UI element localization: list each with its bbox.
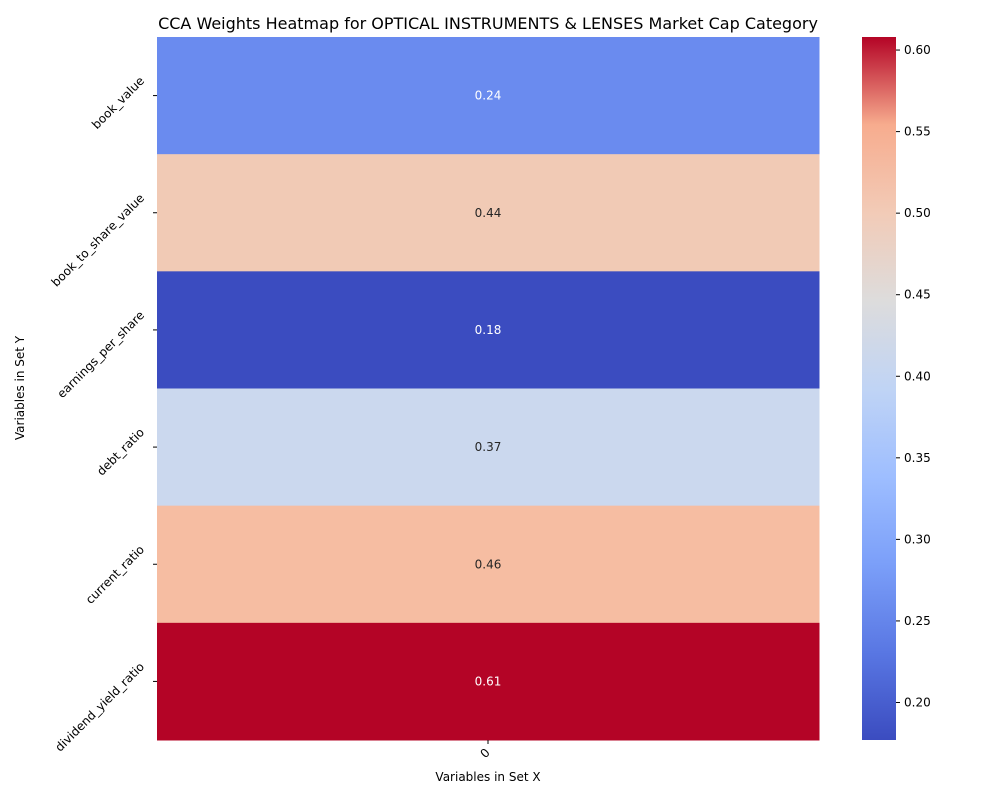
colorbar-tick-label: 0.45 [904,288,931,302]
colorbar-tick-label: 0.55 [904,125,931,139]
colorbar-tick-label: 0.60 [904,43,931,57]
y-axis: book_value book_to_share_value earnings_pe… [49,74,157,755]
x-tick-label: 0 [478,746,493,761]
colorbar-tick-label: 0.25 [904,614,931,628]
heatmap-cells: 0.24 0.44 0.18 0.37 0.46 0.61 [157,37,820,741]
cell-value-label: 0.24 [475,89,502,103]
colorbar-tick-label: 0.40 [904,369,931,383]
y-tick-label: debt_ratio [94,425,147,478]
colorbar-gradient [862,37,896,740]
y-tick-label: book_value [89,74,147,132]
heatmap-cell [157,388,820,507]
cell-value-label: 0.46 [475,557,502,571]
colorbar-tick-label: 0.35 [904,451,931,465]
heatmap-cell [157,271,820,389]
cell-value-label: 0.44 [475,206,502,220]
colorbar-tick-label: 0.50 [904,206,931,220]
cell-value-label: 0.37 [475,440,502,454]
colorbar-tick-label: 0.20 [904,695,931,709]
heatmap-cell [157,505,820,624]
y-tick-label: book_to_share_value [49,191,148,290]
colorbar-tick-label: 0.30 [904,532,931,546]
y-tick-label: current_ratio [83,542,147,606]
y-tick-label: dividend_yield_ratio [52,660,147,755]
heatmap-cell [157,37,820,155]
y-tick-label: earnings_per_share [54,308,147,401]
heatmap-cell [157,154,820,272]
cell-value-label: 0.61 [475,674,502,688]
colorbar: 0.20 0.25 0.30 0.35 0.40 0.45 0.50 0.55 0.60 [862,37,931,740]
chart-title: CCA Weights Heatmap for OPTICAL INSTRUME… [158,14,818,33]
cell-value-label: 0.18 [475,323,502,337]
y-axis-label: Variables in Set Y [13,335,27,440]
x-axis-label: Variables in Set X [435,770,540,784]
x-axis: 0 [478,740,493,761]
heatmap-cell [157,622,820,741]
